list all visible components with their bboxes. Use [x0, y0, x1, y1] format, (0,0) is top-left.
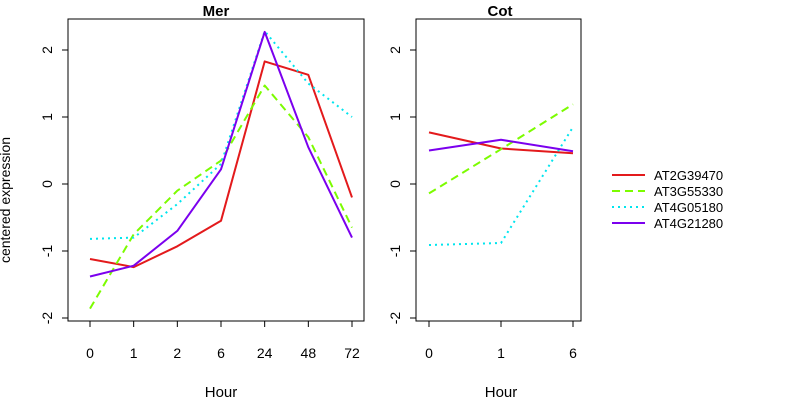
x-tick-label: 6 — [217, 345, 225, 361]
x-tick-label: 24 — [257, 345, 273, 361]
x-tick-label: 2 — [173, 345, 181, 361]
x-tick-label: 48 — [301, 345, 317, 361]
series-line-at4g05180 — [428, 126, 574, 246]
plot-frame-mer — [67, 18, 365, 322]
x-axis-label-mer: Hour — [205, 384, 238, 400]
y-tick-label: -1 — [39, 245, 55, 258]
y-tick-label: 1 — [39, 113, 55, 121]
series-line-at2g39470 — [89, 60, 353, 269]
series-line-at4g05180 — [89, 30, 353, 240]
series-group-mer — [89, 30, 353, 310]
plot-frame-cot — [415, 18, 582, 322]
x-axis-mer: 0 1 2 6 24 48 72 — [86, 321, 360, 361]
y-axis-mer: -2 -1 0 1 2 — [39, 46, 68, 324]
y-axis-cot: -2 -1 0 1 2 — [387, 46, 416, 324]
panel-mer: Mer -2 -1 0 1 2 0 1 2 6 24 48 72 Hour — [39, 3, 365, 400]
x-tick-label: 1 — [497, 345, 505, 361]
legend-label: AT4G21280 — [654, 216, 723, 231]
x-tick-label: 0 — [425, 345, 433, 361]
legend-label: AT3G55330 — [654, 184, 723, 199]
y-tick-label: -2 — [39, 312, 55, 325]
x-tick-label: 1 — [130, 345, 138, 361]
legend-label: AT2G39470 — [654, 168, 723, 183]
x-axis-label-cot: Hour — [485, 384, 518, 400]
x-tick-label: 6 — [569, 345, 577, 361]
panel-title-mer: Mer — [203, 3, 230, 20]
y-tick-label: -1 — [387, 245, 403, 258]
series-group-cot — [428, 103, 574, 246]
y-tick-label: 2 — [39, 46, 55, 54]
x-tick-label: 72 — [344, 345, 360, 361]
y-tick-label: 0 — [39, 180, 55, 188]
panel-title-cot: Cot — [488, 3, 513, 20]
series-line-at3g55330 — [428, 103, 574, 195]
y-tick-label: 0 — [387, 180, 403, 188]
series-line-at4g21280 — [89, 30, 353, 278]
x-axis-cot: 0 1 6 — [425, 321, 577, 361]
y-tick-label: 2 — [387, 46, 403, 54]
y-tick-label: -2 — [387, 312, 403, 325]
x-tick-label: 0 — [86, 345, 94, 361]
y-tick-label: 1 — [387, 113, 403, 121]
y-axis-label: centered expression — [0, 137, 13, 263]
series-line-at3g55330 — [89, 84, 353, 310]
legend-label: AT4G05180 — [654, 200, 723, 215]
panel-cot: Cot -2 -1 0 1 2 0 1 6 Hour — [387, 3, 582, 400]
series-line-at4g21280 — [428, 138, 574, 153]
